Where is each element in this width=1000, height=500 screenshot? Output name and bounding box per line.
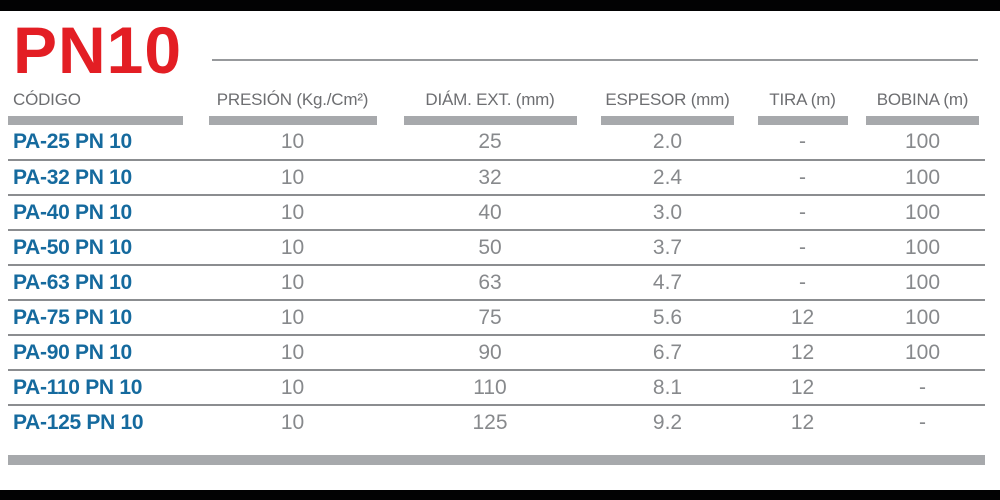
cell-bobina: 100: [860, 229, 985, 265]
cell-espesor: 2.0: [652, 130, 683, 153]
title-rule: [212, 59, 978, 61]
cell-presion: 10: [195, 404, 390, 440]
header-underline: [757, 116, 848, 125]
cell-espesor: 5.6: [590, 299, 745, 335]
cell-diam-ext: 32: [390, 159, 590, 195]
cell-espesor: 2.4: [590, 159, 745, 195]
column-header-bobina: BOBINA (m): [860, 90, 985, 125]
cell-bobina: 100: [860, 264, 985, 300]
header-row: CÓDIGO PRESIÓN (Kg./Cm²) DIÁM. EXT. (mm)…: [8, 90, 985, 125]
cell-diam-ext: 90: [390, 334, 590, 370]
cell-bobina: 100: [860, 159, 985, 195]
cell-tira: 12: [745, 299, 860, 335]
cell-presion: 10: [195, 369, 390, 405]
cell-presion: 10: [195, 229, 390, 265]
column-header-label: DIÁM. EXT. (mm): [425, 90, 555, 109]
table-row: PA-40 PN 10 10 40 3.0 - 100: [8, 194, 985, 230]
cell-codigo: PA-90 PN 10: [8, 334, 195, 370]
spec-table: CÓDIGO PRESIÓN (Kg./Cm²) DIÁM. EXT. (mm)…: [8, 90, 985, 440]
bottom-black-bar: [0, 490, 1000, 500]
cell-codigo: PA-125 PN 10: [8, 404, 195, 440]
table-header: CÓDIGO PRESIÓN (Kg./Cm²) DIÁM. EXT. (mm)…: [8, 90, 985, 125]
header-underline: [601, 116, 734, 125]
cell-tira: 12: [745, 404, 860, 440]
table-row: PA-90 PN 10 10 90 6.7 12 100: [8, 334, 985, 370]
cell-tira: -: [745, 229, 860, 265]
column-header-diam-ext: DIÁM. EXT. (mm): [390, 90, 590, 125]
cell-presion: 10: [195, 264, 390, 300]
cell-bobina: -: [860, 369, 985, 405]
cell-diam-ext: 75: [390, 299, 590, 335]
cell-bobina: 100: [860, 194, 985, 230]
cell-espesor: 3.0: [590, 194, 745, 230]
cell-espesor: 9.2: [590, 404, 745, 440]
cell-bobina: 100: [860, 334, 985, 370]
cell-codigo: PA-40 PN 10: [8, 194, 195, 230]
cell-presion: 10: [195, 159, 390, 195]
cell-codigo: PA-110 PN 10: [8, 369, 195, 405]
cell-codigo: PA-50 PN 10: [8, 229, 195, 265]
cell-presion: 10: [195, 334, 390, 370]
column-header-label: CÓDIGO: [13, 90, 81, 109]
table-row: PA-75 PN 10 10 75 5.6 12 100: [8, 299, 985, 335]
cell-tira: -: [745, 194, 860, 230]
cell-tira: 12: [745, 334, 860, 370]
cell-tira: -: [799, 130, 806, 153]
table-row: PA-110 PN 10 10 110 8.1 12 -: [8, 369, 985, 405]
cell-bobina: 100: [904, 130, 941, 153]
cell-codigo: PA-63 PN 10: [8, 264, 195, 300]
cell-diam-ext: 63: [390, 264, 590, 300]
table-row: PA-125 PN 10 10 125 9.2 12 -: [8, 404, 985, 440]
cell-presion: 10: [195, 194, 390, 230]
column-header-label: PRESIÓN (Kg./Cm²): [216, 90, 369, 109]
table-row: PA-63 PN 10 10 63 4.7 - 100: [8, 264, 985, 300]
column-header-presion: PRESIÓN (Kg./Cm²): [195, 90, 390, 125]
cell-diam-ext: 125: [390, 404, 590, 440]
table-footer-bar: [8, 455, 985, 465]
cell-espesor: 3.7: [590, 229, 745, 265]
top-black-bar: [0, 0, 1000, 11]
column-header-tira: TIRA (m): [745, 90, 860, 125]
cell-diam-ext: 110: [390, 369, 590, 405]
header-underline: [403, 116, 577, 125]
header-underline: [866, 116, 979, 125]
cell-diam-ext: 50: [390, 229, 590, 265]
cell-presion: 10: [195, 299, 390, 335]
table-row: PA-50 PN 10 10 50 3.7 - 100: [8, 229, 985, 265]
cell-diam-ext: 25: [478, 130, 502, 153]
cell-presion: 10: [280, 130, 305, 153]
table-row: PA-32 PN 10 10 32 2.4 - 100: [8, 159, 985, 195]
cell-codigo: PA-32 PN 10: [8, 159, 195, 195]
cell-espesor: 6.7: [590, 334, 745, 370]
header-underline: [208, 116, 377, 125]
cell-codigo: PA-25 PN 10: [13, 130, 132, 153]
cell-diam-ext: 40: [390, 194, 590, 230]
cell-codigo: PA-75 PN 10: [8, 299, 195, 335]
page-title: PN10: [13, 13, 183, 87]
header-underline: [8, 116, 183, 125]
cell-bobina: -: [860, 404, 985, 440]
column-header-label: BOBINA (m): [876, 90, 969, 109]
column-header-codigo: CÓDIGO: [8, 90, 195, 125]
cell-espesor: 8.1: [590, 369, 745, 405]
column-header-label: ESPESOR (mm): [605, 90, 730, 109]
cell-tira: -: [745, 159, 860, 195]
cell-tira: -: [745, 264, 860, 300]
column-header-espesor: ESPESOR (mm): [590, 90, 745, 125]
column-header-label: TIRA (m): [769, 90, 836, 109]
cell-espesor: 4.7: [590, 264, 745, 300]
cell-tira: 12: [745, 369, 860, 405]
table-row: PA-25 PN 10 10 25 2.0 - 100: [8, 125, 985, 160]
table-body: PA-25 PN 10 10 25 2.0 - 100 PA-32 PN 10 …: [8, 125, 985, 440]
cell-bobina: 100: [860, 299, 985, 335]
